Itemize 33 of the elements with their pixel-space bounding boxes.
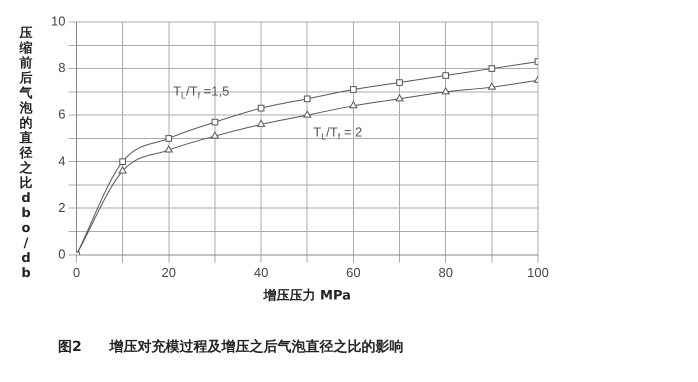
x-tick-label: 0 (72, 265, 80, 280)
x-tick-label: 100 (527, 265, 549, 280)
text: 图2 增压对充模过程及增压之后气泡直径之比的影响 (58, 338, 404, 356)
point (396, 79, 403, 86)
text: 压缩前后气泡的直径之比dbo/db (20, 26, 32, 281)
x-tick-label: 20 (162, 265, 176, 280)
point (119, 158, 126, 166)
point (442, 87, 450, 94)
point (349, 101, 358, 108)
point (165, 135, 172, 142)
y-tick-label: 4 (58, 153, 66, 168)
point (304, 95, 311, 102)
x-axis-title: 增压压力 MPa (262, 288, 351, 304)
y-tick-label: 2 (58, 200, 66, 215)
point (210, 132, 219, 139)
point (257, 120, 266, 127)
point (350, 86, 357, 93)
point (488, 65, 496, 72)
point (212, 118, 218, 126)
x-tick-label: 40 (254, 265, 268, 280)
y-tick-label: 10 (50, 14, 66, 29)
point (442, 72, 450, 79)
y-tick-label: 8 (58, 60, 66, 76)
point (258, 104, 264, 112)
point (396, 94, 404, 102)
y-tick-label: 6 (58, 106, 66, 122)
point (164, 146, 173, 153)
x-tick-label: 80 (438, 265, 453, 280)
x-tick-label: 60 (346, 265, 361, 280)
y-tick-label: 0 (58, 246, 66, 262)
point (303, 110, 312, 118)
point (118, 166, 127, 174)
point (488, 82, 496, 90)
